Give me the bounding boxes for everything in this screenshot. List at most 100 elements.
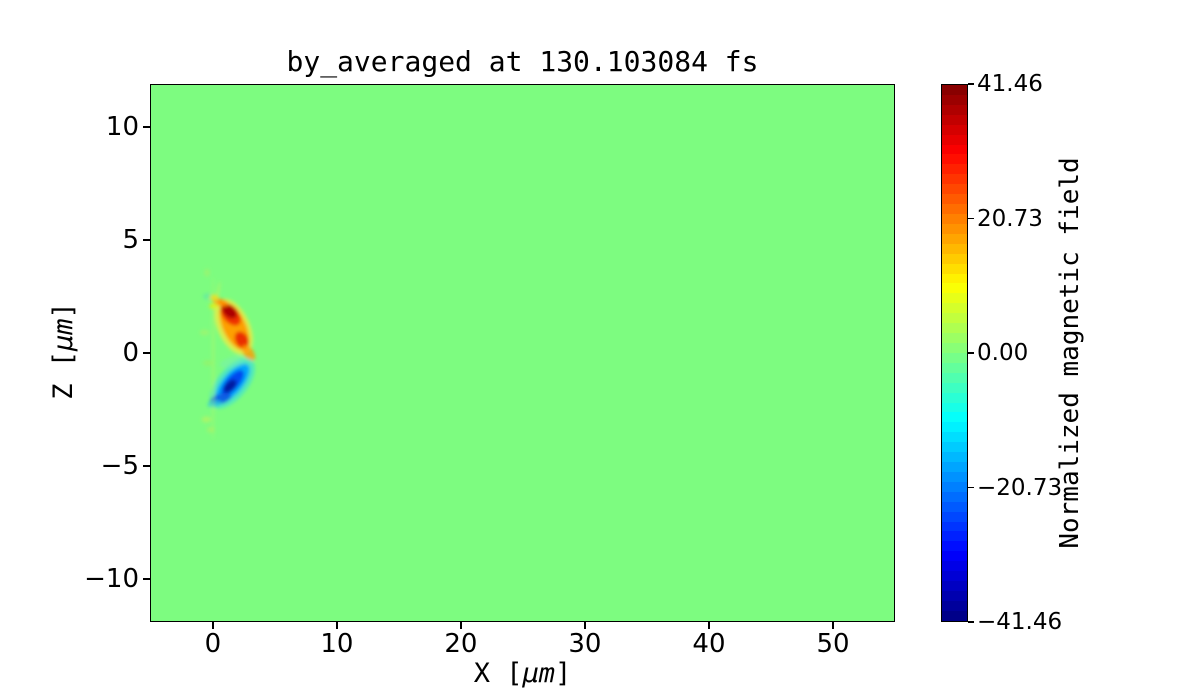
x-tick-label: 30	[568, 629, 602, 659]
colorbar-step	[942, 392, 967, 403]
colorbar-step	[942, 85, 967, 95]
x-tick-label: 20	[444, 629, 478, 659]
colorbar-step	[942, 571, 967, 582]
colorbar-step	[942, 154, 967, 165]
colorbar-step	[942, 342, 967, 353]
y-tick-label: 10	[105, 111, 139, 142]
x-axis-label: X [μm]	[150, 658, 895, 690]
colorbar-step	[942, 402, 967, 413]
colorbar-tick-mark	[968, 621, 974, 623]
colorbar-step	[942, 204, 967, 214]
colorbar-step	[942, 194, 967, 205]
colorbar-step	[942, 600, 967, 611]
colorbar-step	[942, 352, 967, 363]
colorbar-tick-mark	[968, 217, 974, 220]
colorbar-step	[942, 491, 967, 502]
plot-area	[150, 84, 895, 622]
colorbar-step	[942, 561, 967, 572]
feature-blob-red-core	[221, 304, 237, 319]
feature-blob-speck-2	[209, 303, 218, 310]
colorbar-step	[942, 372, 967, 383]
x-tick-label: 0	[204, 629, 222, 659]
colorbar-step	[942, 501, 967, 512]
feature-blob-speck-1	[203, 293, 212, 300]
feature-blob-speck-7	[204, 268, 211, 277]
colorbar-step	[942, 541, 967, 552]
chart-title: by_averaged at 130.103084 fs	[286, 45, 759, 78]
feature-blob-speck-6	[206, 426, 215, 433]
feature-blob-speck-5	[201, 416, 212, 423]
y-tick-mark	[143, 239, 150, 241]
colorbar-step	[942, 293, 967, 304]
colorbar-step	[942, 581, 967, 592]
y-tick-mark	[143, 352, 150, 354]
colorbar-step	[942, 213, 967, 224]
colorbar-step	[942, 471, 967, 482]
x-tick-mark	[584, 622, 586, 629]
colorbar-step	[942, 253, 967, 264]
colorbar-tick-label: −20.73	[977, 474, 1063, 501]
x-tick-label: 40	[692, 629, 726, 659]
colorbar-tick-label: 0.00	[977, 340, 1029, 366]
feature-blob-streak	[211, 276, 215, 441]
heatmap-feature-layer	[199, 268, 256, 441]
colorbar-step	[942, 521, 967, 532]
colorbar-step	[942, 551, 967, 562]
colorbar-step	[942, 591, 967, 601]
y-tick-mark	[143, 126, 150, 128]
colorbar-step	[942, 303, 967, 314]
colorbar-step	[942, 610, 967, 621]
colorbar-step	[942, 263, 967, 274]
colorbar-tick-label: 41.46	[977, 71, 1043, 97]
colorbar-step	[942, 382, 967, 393]
feature-blob-speck-4	[202, 360, 213, 367]
colorbar-tick-mark	[968, 83, 974, 85]
x-tick-mark	[212, 622, 214, 629]
colorbar-step	[942, 422, 967, 433]
colorbar-step	[942, 243, 967, 254]
colorbar-step	[942, 442, 967, 453]
y-tick-mark	[143, 578, 150, 580]
colorbar-step	[942, 481, 967, 492]
colorbar-step	[942, 452, 967, 463]
colorbar	[941, 84, 968, 622]
feature-blob-cyan-wash	[219, 356, 246, 368]
colorbar-step	[942, 134, 967, 145]
colorbar-step	[942, 362, 967, 373]
y-tick-mark	[143, 465, 150, 467]
colorbar-step	[942, 233, 967, 244]
colorbar-tick-label: 20.73	[977, 205, 1043, 232]
feature-blob-streak-2	[214, 281, 221, 310]
feature-blob-orange-tail	[242, 344, 256, 361]
feature-blob-navy-core	[223, 379, 237, 393]
colorbar-step	[942, 313, 967, 324]
colorbar-step	[942, 273, 967, 284]
x-axis-label-close: ]	[555, 658, 572, 689]
colorbar-step	[942, 223, 967, 234]
colorbar-tick-label: −41.46	[977, 609, 1063, 635]
y-axis-label-close: ]	[48, 302, 79, 319]
feature-blob-red-core-2	[234, 331, 249, 349]
colorbar-step	[942, 323, 967, 334]
x-axis-label-text: X [	[473, 658, 523, 689]
colorbar-step	[942, 104, 967, 115]
y-tick-label: 5	[122, 224, 139, 255]
colorbar-step	[942, 333, 967, 343]
colorbar-step	[942, 432, 967, 443]
x-tick-mark	[460, 622, 462, 629]
x-tick-mark	[832, 622, 834, 629]
x-axis-label-unit: μm	[522, 658, 556, 689]
x-tick-mark	[336, 622, 338, 629]
feature-blob-foot-tip	[207, 400, 222, 408]
x-tick-label: 50	[816, 629, 850, 659]
colorbar-step	[942, 462, 967, 472]
colorbar-step	[942, 144, 967, 155]
colorbar-step	[942, 412, 967, 423]
colorbar-step	[942, 531, 967, 542]
colorbar-step	[942, 184, 967, 195]
y-tick-label: 0	[122, 338, 139, 368]
colorbar-step	[942, 124, 967, 135]
colorbar-step	[942, 511, 967, 522]
feature-blob-speck-3	[199, 329, 210, 336]
